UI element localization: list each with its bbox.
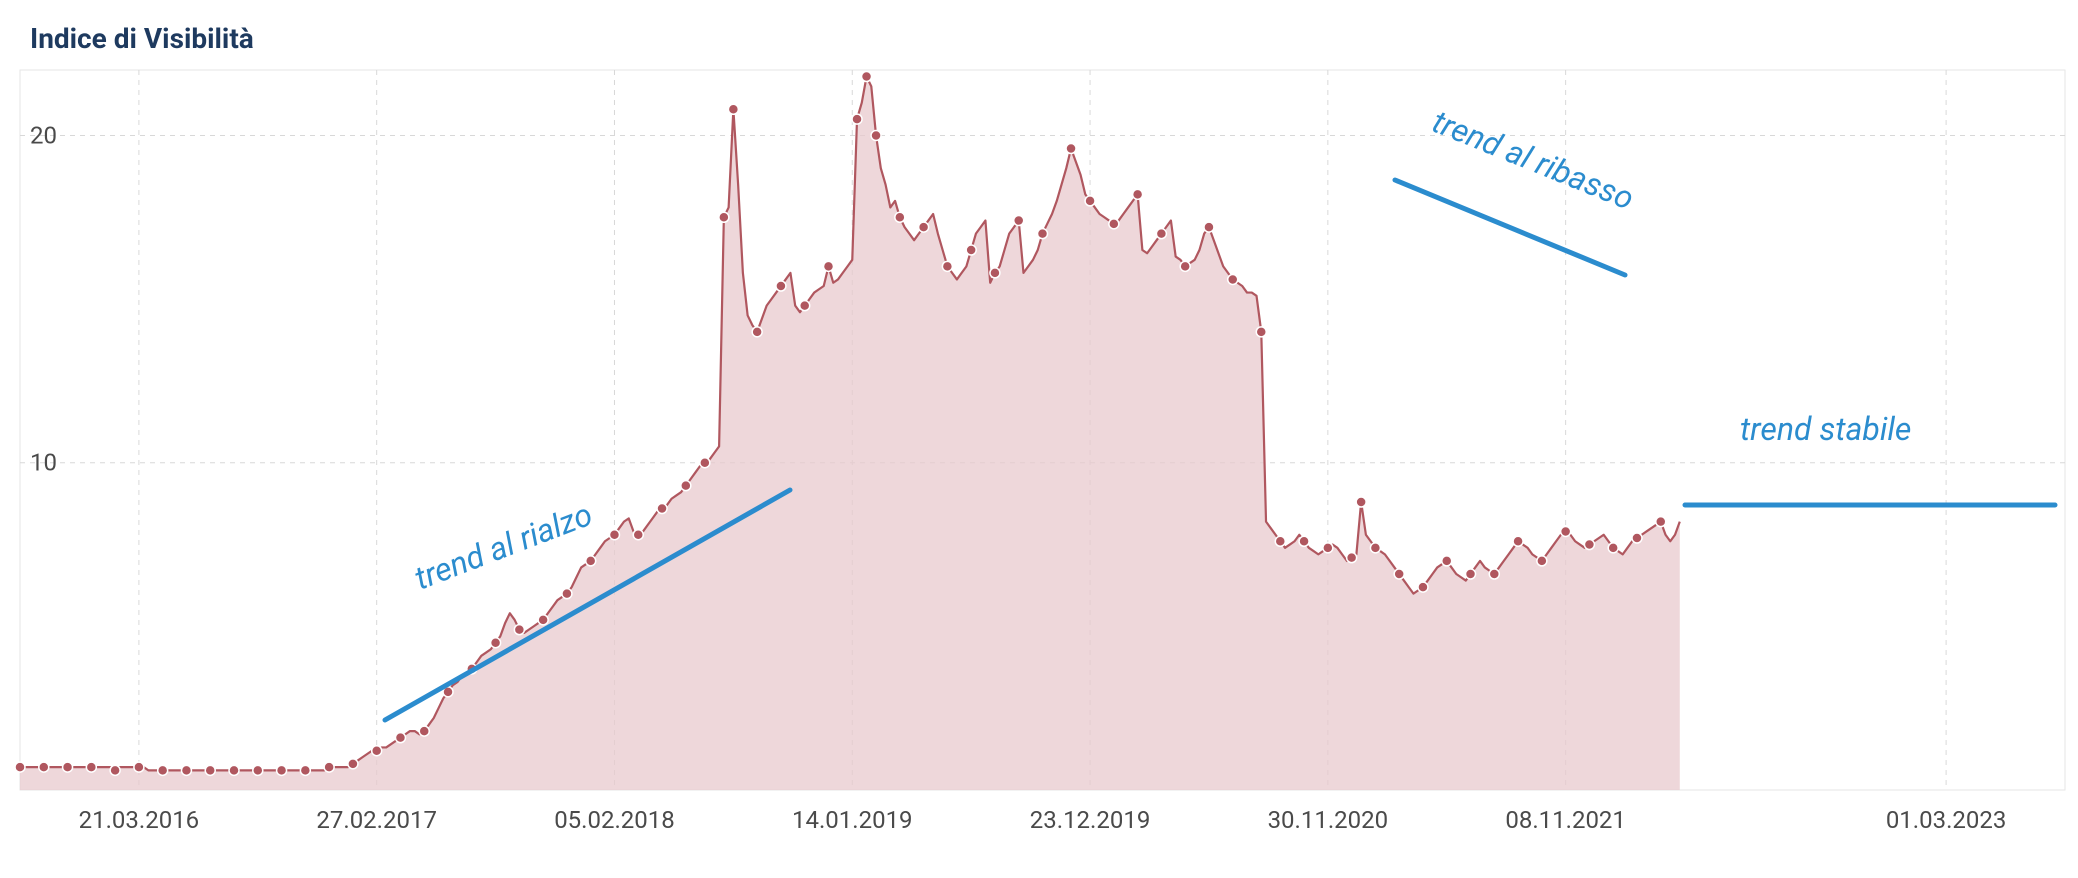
x-tick-label: 23.12.2019	[1030, 806, 1151, 834]
data-marker	[862, 72, 872, 82]
data-marker	[514, 625, 524, 635]
data-marker	[1066, 144, 1076, 154]
data-marker	[1370, 543, 1380, 553]
data-marker	[1561, 526, 1571, 536]
data-marker	[277, 765, 287, 775]
data-marker	[1323, 543, 1333, 553]
x-tick-label: 01.03.2023	[1886, 806, 2007, 834]
data-marker	[852, 114, 862, 124]
data-marker	[1513, 536, 1523, 546]
data-marker	[1584, 540, 1594, 550]
data-marker	[657, 504, 667, 514]
data-marker	[700, 458, 710, 468]
data-marker	[990, 268, 1000, 278]
data-marker	[919, 222, 929, 232]
data-marker	[1038, 229, 1048, 239]
data-marker	[800, 301, 810, 311]
data-marker	[728, 104, 738, 114]
data-marker	[719, 212, 729, 222]
data-marker	[1180, 261, 1190, 271]
data-marker	[1014, 216, 1024, 226]
data-marker	[1418, 582, 1428, 592]
data-marker	[181, 765, 191, 775]
data-marker	[15, 762, 25, 772]
data-marker	[1347, 553, 1357, 563]
data-marker	[205, 765, 215, 775]
data-marker	[1156, 229, 1166, 239]
data-marker	[229, 765, 239, 775]
y-tick-label: 10	[30, 449, 57, 477]
x-tick-label: 21.03.2016	[79, 806, 200, 834]
data-marker	[966, 245, 976, 255]
data-marker	[633, 530, 643, 540]
annotation-text: trend stabile	[1740, 410, 1911, 448]
data-marker	[1656, 517, 1666, 527]
data-marker	[1632, 533, 1642, 543]
data-marker	[823, 261, 833, 271]
data-marker	[609, 530, 619, 540]
x-tick-label: 14.01.2019	[792, 806, 913, 834]
x-tick-label: 27.02.2017	[316, 806, 437, 834]
data-marker	[253, 765, 263, 775]
data-marker	[158, 765, 168, 775]
data-marker	[1256, 327, 1266, 337]
data-marker	[1204, 222, 1214, 232]
data-marker	[63, 762, 73, 772]
data-marker	[1466, 569, 1476, 579]
data-marker	[419, 726, 429, 736]
data-marker	[776, 281, 786, 291]
data-marker	[1489, 569, 1499, 579]
data-marker	[1085, 196, 1095, 206]
data-marker	[681, 481, 691, 491]
x-tick-label: 30.11.2020	[1268, 806, 1389, 834]
data-marker	[86, 762, 96, 772]
data-marker	[372, 746, 382, 756]
data-marker	[134, 762, 144, 772]
data-marker	[348, 759, 358, 769]
data-marker	[871, 130, 881, 140]
plot-area: 10 20 21.03.2016 27.02.2017 05.02.2018 14.01.…	[0, 0, 2078, 878]
data-marker	[586, 556, 596, 566]
x-tick-label: 08.11.2021	[1505, 806, 1626, 834]
data-marker	[324, 762, 334, 772]
data-marker	[110, 765, 120, 775]
data-marker	[1133, 189, 1143, 199]
data-marker	[1356, 497, 1366, 507]
y-tick-label: 20	[30, 121, 57, 149]
data-marker	[1442, 556, 1452, 566]
visibility-index-chart: Indice di Visibilità 102021.03.201627.02…	[0, 0, 2078, 878]
data-marker	[1537, 556, 1547, 566]
data-marker	[1608, 543, 1618, 553]
data-marker	[1228, 274, 1238, 284]
data-marker	[1299, 536, 1309, 546]
data-marker	[1109, 219, 1119, 229]
data-marker	[1394, 569, 1404, 579]
data-marker	[300, 765, 310, 775]
data-marker	[895, 212, 905, 222]
data-marker	[538, 615, 548, 625]
data-marker	[562, 589, 572, 599]
x-tick-label: 05.02.2018	[554, 806, 675, 834]
data-marker	[491, 638, 501, 648]
data-marker	[39, 762, 49, 772]
data-marker	[1275, 536, 1285, 546]
data-marker	[752, 327, 762, 337]
data-marker	[395, 733, 405, 743]
data-marker	[942, 261, 952, 271]
